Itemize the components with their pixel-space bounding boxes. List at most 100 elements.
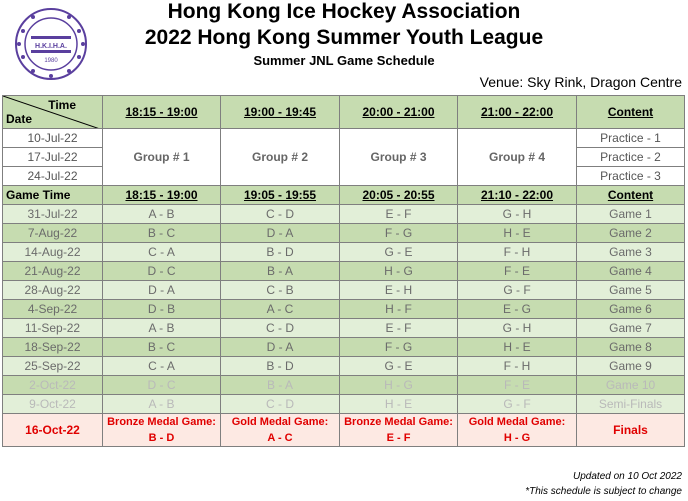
group-3-cell: Group # 3 xyxy=(339,128,458,186)
match-2: B - A xyxy=(220,261,340,281)
match-3: F - G xyxy=(339,337,458,357)
game-row: 25-Sep-22 C - A B - D G - E F - H Game 9 xyxy=(2,356,685,376)
game-content: Game 9 xyxy=(576,356,685,376)
game-row: 31-Jul-22 A - B C - D E - F G - H Game 1 xyxy=(2,204,685,224)
game-content: Game 4 xyxy=(576,261,685,281)
practice-content: Practice - 2 xyxy=(576,147,685,167)
updated-note: Updated on 10 Oct 2022 xyxy=(573,471,682,482)
finals-date: 16-Oct-22 xyxy=(2,413,103,447)
game-date: 21-Aug-22 xyxy=(2,261,103,281)
group-4-cell: Group # 4 xyxy=(457,128,577,186)
match-2: B - A xyxy=(220,375,340,395)
match-2: C - D xyxy=(220,204,340,224)
game-row: 28-Aug-22 D - A C - B E - H G - F Game 5 xyxy=(2,280,685,300)
practice-date: 10-Jul-22 xyxy=(2,128,103,148)
game-date: 4-Sep-22 xyxy=(2,299,103,319)
title-association: Hong Kong Ice Hockey Association xyxy=(167,0,521,23)
game-row: 4-Sep-22 D - B A - C H - F E - G Game 6 xyxy=(2,299,685,319)
match-1: D - B xyxy=(102,299,221,319)
disclaimer-note: *This schedule is subject to change xyxy=(525,486,682,497)
finals-match-2-teams: A - C xyxy=(267,432,293,444)
finals-match-2: Gold Medal Game: A - C xyxy=(220,413,340,447)
match-1: B - C xyxy=(102,223,221,243)
practice-row: 24-Jul-22 Practice - 3 xyxy=(2,166,685,186)
title-league: 2022 Hong Kong Summer Youth League xyxy=(144,26,544,49)
match-2: C - D xyxy=(220,318,340,338)
match-3: G - E xyxy=(339,356,458,376)
match-1: C - A xyxy=(102,356,221,376)
game-time-label: Game Time xyxy=(2,185,103,205)
match-3: G - E xyxy=(339,242,458,262)
game-row: 21-Aug-22 D - C B - A H - G F - E Game 4 xyxy=(2,261,685,281)
schedule-table: Time Date 18:15 - 19:00 19:00 - 19:45 20… xyxy=(2,95,685,447)
time-date-corner: Time Date xyxy=(2,95,103,129)
game-content: Game 8 xyxy=(576,337,685,357)
game-content: Game 5 xyxy=(576,280,685,300)
schedule-subtitle: Summer JNL Game Schedule xyxy=(253,53,435,68)
game-content: Game 6 xyxy=(576,299,685,319)
match-1: D - A xyxy=(102,280,221,300)
match-3: H - F xyxy=(339,299,458,319)
practice-content: Practice - 1 xyxy=(576,128,685,148)
match-3: E - F xyxy=(339,318,458,338)
finals-match-3-title: Bronze Medal Game: xyxy=(344,416,453,428)
game-content: Semi-Finals xyxy=(576,394,685,414)
match-3: H - E xyxy=(339,394,458,414)
match-2: A - C xyxy=(220,299,340,319)
game-content-header: Content xyxy=(576,185,685,205)
match-4: G - H xyxy=(457,204,577,224)
game-date: 14-Aug-22 xyxy=(2,242,103,262)
finals-match-1: Bronze Medal Game: B - D xyxy=(102,413,221,447)
practice-slot-4: 21:00 - 22:00 xyxy=(457,95,577,129)
content-header: Content xyxy=(576,95,685,129)
game-date: 28-Aug-22 xyxy=(2,280,103,300)
game-content: Game 7 xyxy=(576,318,685,338)
game-row: 18-Sep-22 B - C D - A F - G H - E Game 8 xyxy=(2,337,685,357)
svg-text:H.K.I.H.A.: H.K.I.H.A. xyxy=(35,43,67,50)
game-row: 2-Oct-22 D - C B - A H - G F - E Game 10 xyxy=(2,375,685,395)
practice-slot-2: 19:00 - 19:45 xyxy=(220,95,340,129)
match-1: B - C xyxy=(102,337,221,357)
match-4: H - E xyxy=(457,223,577,243)
match-1: A - B xyxy=(102,394,221,414)
match-4: F - H xyxy=(457,356,577,376)
match-3: H - G xyxy=(339,261,458,281)
corner-time-label: Time xyxy=(48,98,76,112)
practice-header-row: Time Date 18:15 - 19:00 19:00 - 19:45 20… xyxy=(2,95,685,129)
match-3: F - G xyxy=(339,223,458,243)
practice-date: 24-Jul-22 xyxy=(2,166,103,186)
finals-match-4-title: Gold Medal Game: xyxy=(468,416,566,428)
game-content: Game 1 xyxy=(576,204,685,224)
match-2: C - D xyxy=(220,394,340,414)
match-4: F - E xyxy=(457,375,577,395)
game-row: 11-Sep-22 A - B C - D E - F G - H Game 7 xyxy=(2,318,685,338)
game-date: 11-Sep-22 xyxy=(2,318,103,338)
game-slot-4: 21:10 - 22:00 xyxy=(457,185,577,205)
match-2: C - B xyxy=(220,280,340,300)
match-2: B - D xyxy=(220,356,340,376)
game-date: 2-Oct-22 xyxy=(2,375,103,395)
finals-match-1-teams: B - D xyxy=(148,432,175,444)
match-2: D - A xyxy=(220,337,340,357)
finals-content: Finals xyxy=(576,413,685,447)
practice-content: Practice - 3 xyxy=(576,166,685,186)
match-4: E - G xyxy=(457,299,577,319)
practice-row: 17-Jul-22 Practice - 2 xyxy=(2,147,685,167)
game-row: 14-Aug-22 C - A B - D G - E F - H Game 3 xyxy=(2,242,685,262)
hkiha-logo: H.K.I.H.A. 1980 xyxy=(7,6,95,82)
game-content: Game 3 xyxy=(576,242,685,262)
game-date: 18-Sep-22 xyxy=(2,337,103,357)
game-content: Game 2 xyxy=(576,223,685,243)
finals-match-3: Bronze Medal Game: E - F xyxy=(339,413,458,447)
practice-slot-1: 18:15 - 19:00 xyxy=(102,95,221,129)
practice-date: 17-Jul-22 xyxy=(2,147,103,167)
game-row: 7-Aug-22 B - C D - A F - G H - E Game 2 xyxy=(2,223,685,243)
match-2: B - D xyxy=(220,242,340,262)
game-slot-3: 20:05 - 20:55 xyxy=(339,185,458,205)
match-4: G - F xyxy=(457,394,577,414)
game-row: 9-Oct-22 A - B C - D H - E G - F Semi-Fi… xyxy=(2,394,685,414)
game-date: 25-Sep-22 xyxy=(2,356,103,376)
match-4: G - F xyxy=(457,280,577,300)
match-1: A - B xyxy=(102,204,221,224)
corner-date-label: Date xyxy=(6,112,33,126)
